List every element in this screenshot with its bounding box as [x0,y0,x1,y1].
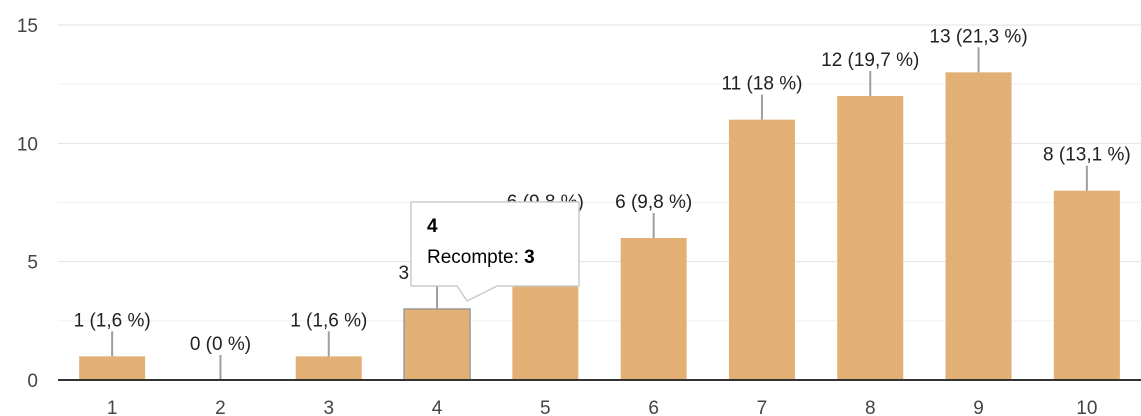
data-label: 8 (13,1 %) [1043,145,1131,166]
x-tick-label: 9 [973,398,984,416]
tooltip-title: 4 [427,216,438,237]
x-tick-label: 3 [323,398,334,416]
tooltip-box [410,201,580,302]
x-tick-label: 1 [107,398,118,416]
x-tick-label: 2 [215,398,226,416]
bar[interactable] [1053,190,1120,380]
y-tick-label: 15 [17,16,38,37]
bar[interactable] [403,308,471,381]
bar[interactable] [79,356,146,380]
bar[interactable] [728,119,795,381]
x-tick-label: 6 [648,398,659,416]
bar[interactable] [620,238,687,380]
x-tick-label: 10 [1076,398,1097,416]
y-tick-label: 5 [27,253,38,274]
tooltip-value: 3 [524,247,535,268]
bar[interactable] [945,72,1012,380]
x-tick-label: 7 [757,398,768,416]
data-label: 0 (0 %) [190,334,251,355]
y-tick-label: 10 [17,134,38,155]
x-tick-label: 4 [432,398,443,416]
tooltip-label: Recompte: [427,247,524,268]
x-tick-label: 8 [865,398,876,416]
data-label: 13 (21,3 %) [929,26,1027,47]
bar[interactable] [837,96,904,380]
x-tick-label: 5 [540,398,551,416]
bar[interactable] [295,356,362,380]
data-label: 12 (19,7 %) [821,50,919,71]
data-label: 1 (1,6 %) [290,310,367,331]
data-label: 6 (9,8 %) [615,192,692,213]
y-tick-label: 0 [27,371,38,392]
data-label: 11 (18 %) [721,74,802,95]
tooltip-line: Recompte: 3 [427,247,535,268]
data-label: 1 (1,6 %) [74,310,151,331]
